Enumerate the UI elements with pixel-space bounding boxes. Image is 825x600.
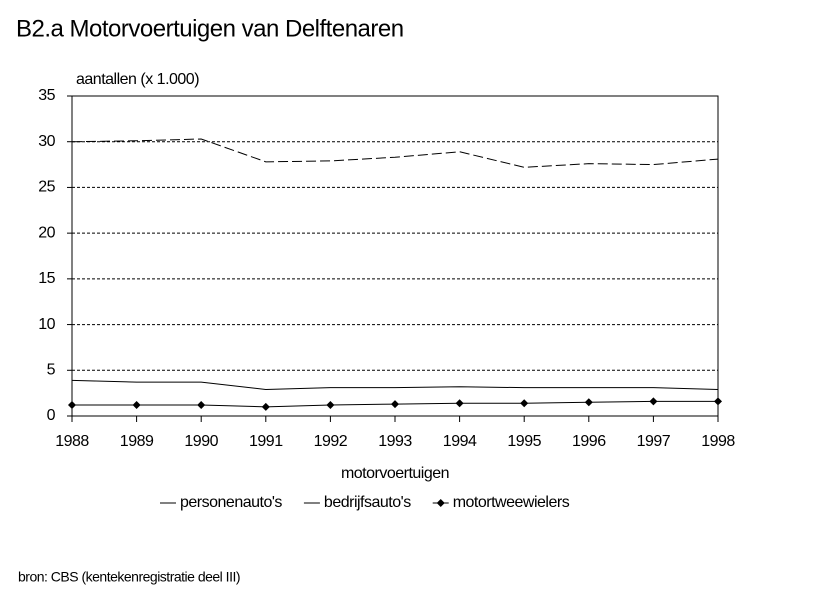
series-marker <box>649 397 658 406</box>
x-tick-label: 1990 <box>184 433 218 450</box>
series-marker <box>197 401 206 410</box>
legend-label: motortweewielers <box>453 494 570 511</box>
series-line <box>71 379 719 390</box>
y-tick-label: 10 <box>38 316 55 333</box>
x-tick-label: 1995 <box>507 433 541 450</box>
series-marker <box>455 399 464 408</box>
series-marker <box>326 401 335 410</box>
chart-title: B2.a Motorvoertuigen van Delftenaren <box>16 15 404 42</box>
x-axis-label: motorvoertuigen <box>341 465 449 482</box>
series-marker <box>714 397 722 406</box>
series-marker <box>584 398 593 407</box>
x-tick-label: 1991 <box>249 433 283 450</box>
x-tick-label: 1996 <box>572 433 606 450</box>
series-marker <box>132 401 141 410</box>
y-axis-label: aantallen (x 1.000) <box>76 71 199 88</box>
y-tick-label: 30 <box>38 133 55 150</box>
y-tick-label: 15 <box>38 270 55 287</box>
x-tick-label: 1997 <box>637 433 671 450</box>
y-tick-label: 0 <box>47 407 56 424</box>
y-tick-label: 35 <box>38 87 55 104</box>
series-line <box>71 138 719 168</box>
series-marker <box>520 399 529 408</box>
source-note: bron: CBS (kentekenregistratie deel III) <box>18 569 240 585</box>
legend-label: bedrijfsauto's <box>324 494 411 511</box>
plot-frame <box>71 95 719 417</box>
y-tick-label: 5 <box>47 362 56 379</box>
x-tick-label: 1998 <box>701 433 735 450</box>
y-tick-label: 20 <box>38 224 55 241</box>
x-tick-label: 1989 <box>120 433 154 450</box>
y-tick-label: 25 <box>38 179 55 196</box>
x-tick-label: 1994 <box>443 433 477 450</box>
x-tick-label: 1993 <box>378 433 412 450</box>
x-tick-label: 1988 <box>55 433 89 450</box>
series-marker <box>261 402 270 411</box>
legend-label: personenauto's <box>180 494 282 511</box>
series-marker <box>68 401 76 410</box>
x-tick-label: 1992 <box>314 433 348 450</box>
series-marker <box>391 400 399 409</box>
